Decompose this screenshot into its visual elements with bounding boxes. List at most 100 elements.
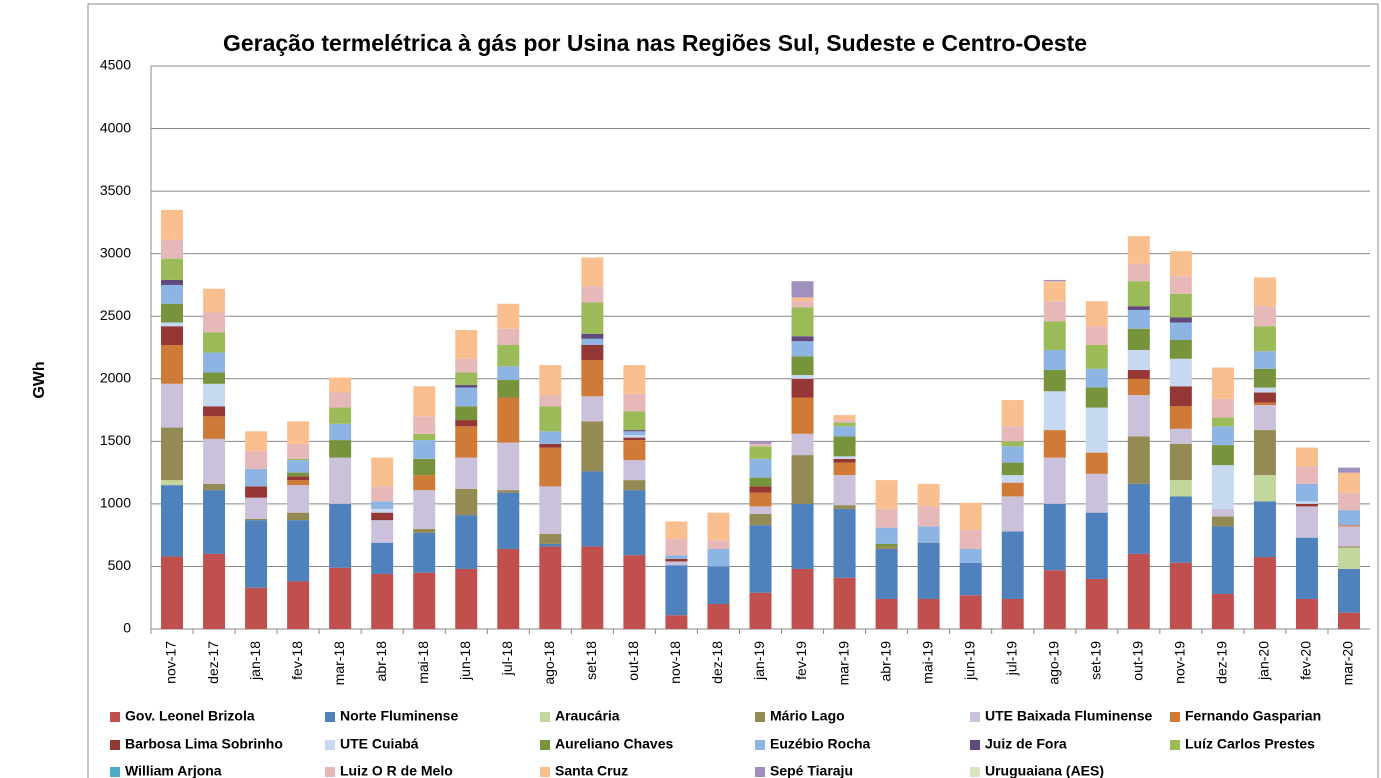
bar-segment (1169, 480, 1192, 497)
bar-segment (623, 411, 646, 431)
bar-segment (833, 456, 856, 459)
legend-swatch (755, 740, 765, 750)
bar-segment (623, 365, 646, 394)
bar-segment (833, 422, 856, 427)
bar-segment (1127, 483, 1150, 554)
bar-segment (455, 488, 478, 516)
bar-segment (1211, 445, 1234, 466)
bar-segment (287, 458, 310, 461)
y-tick-label: 0 (123, 620, 131, 636)
bar-segment (203, 383, 226, 407)
bar-segment (1169, 339, 1192, 359)
bar-segment (581, 333, 604, 339)
bar-segment (665, 538, 688, 556)
bar-segment (707, 603, 730, 629)
bar-segment (1001, 475, 1024, 483)
x-tick-label: out-19 (1130, 641, 1146, 681)
bar-segment (1001, 482, 1024, 497)
x-tick-label: fev-19 (793, 641, 809, 680)
bar-segment (287, 480, 310, 486)
bar-segment (203, 372, 226, 384)
bar-segment (539, 486, 562, 534)
bar-segment (1169, 358, 1192, 387)
bar-segment (749, 458, 772, 478)
y-tick-label: 4500 (100, 57, 131, 73)
bar-segment (539, 395, 562, 407)
x-tick-label: mar-19 (835, 641, 851, 686)
bar-segment (1211, 508, 1234, 517)
bar-segment (1085, 387, 1108, 408)
bar-segment (1169, 322, 1192, 340)
bar-segment (413, 532, 436, 573)
bar-segment (1337, 472, 1360, 493)
legend-label: Uruguaiana (AES) (985, 763, 1104, 778)
bar-segment (497, 366, 520, 381)
x-tick-label: jul-19 (1003, 641, 1019, 676)
bar-segment (1337, 547, 1360, 569)
legend-label: Barbosa Lima Sobrinho (125, 736, 283, 752)
x-tick-label: mar-18 (331, 641, 347, 686)
bar-segment (1001, 400, 1024, 427)
bar-segment (1043, 457, 1066, 504)
bar-segment (1211, 417, 1234, 427)
bar-segment (497, 442, 520, 491)
legend-swatch (970, 712, 980, 722)
legend-swatch (540, 712, 550, 722)
bar-segment (833, 508, 856, 578)
y-tick-label: 2000 (100, 369, 131, 385)
bar-segment (539, 447, 562, 487)
bar-segment (497, 490, 520, 493)
bar-segment (749, 492, 772, 507)
bar-segment (1211, 526, 1234, 594)
legend-swatch (540, 740, 550, 750)
bar-segment (1001, 496, 1024, 532)
bar-segment (959, 530, 982, 549)
bar-segment (497, 397, 520, 443)
legend-label: Mário Lago (770, 708, 845, 724)
bar-segment (1085, 452, 1108, 474)
bar-segment (1295, 506, 1318, 538)
legend-swatch (1170, 740, 1180, 750)
bar-segment (1127, 553, 1150, 629)
bar-segment (161, 284, 184, 304)
bar-segment (287, 476, 310, 481)
bar-segment (329, 567, 352, 629)
y-tick-label: 3500 (100, 182, 131, 198)
bar-segment (1169, 317, 1192, 323)
bar-segment (161, 480, 184, 486)
y-tick-label: 1500 (100, 432, 131, 448)
bar-segment (1337, 492, 1360, 511)
bar-segment (875, 546, 898, 549)
bar-segment (665, 565, 688, 616)
bar-segment (959, 562, 982, 596)
bar-segment (287, 472, 310, 477)
bar-segment (791, 397, 814, 434)
bar-segment (1337, 546, 1360, 548)
bar-segment (665, 561, 688, 566)
bar-segment (497, 328, 520, 345)
bar-segment (1085, 326, 1108, 345)
bar-segment (455, 515, 478, 569)
bar-segment (1127, 395, 1150, 437)
x-tick-label: jan-18 (247, 641, 263, 681)
x-tick-label: mai-19 (919, 641, 935, 684)
bar-segment (749, 513, 772, 526)
bar-segment (497, 344, 520, 367)
bar-segment (245, 497, 268, 519)
bar-segment (1211, 593, 1234, 629)
bar-segment (665, 555, 688, 559)
bar-segment (833, 475, 856, 506)
bar-segment (161, 556, 184, 629)
y-tick-label: 500 (108, 557, 132, 573)
bar-segment (1253, 475, 1276, 502)
bar-segment (497, 492, 520, 549)
bar-segment (623, 435, 646, 438)
bar-segment (413, 440, 436, 459)
bar-segment (875, 548, 898, 599)
bar-segment (1253, 405, 1276, 431)
bar-segment (707, 566, 730, 604)
legend-swatch (110, 740, 120, 750)
bar-segment (1253, 392, 1276, 403)
bar-segment (203, 483, 226, 491)
bar-segment (1211, 465, 1234, 509)
